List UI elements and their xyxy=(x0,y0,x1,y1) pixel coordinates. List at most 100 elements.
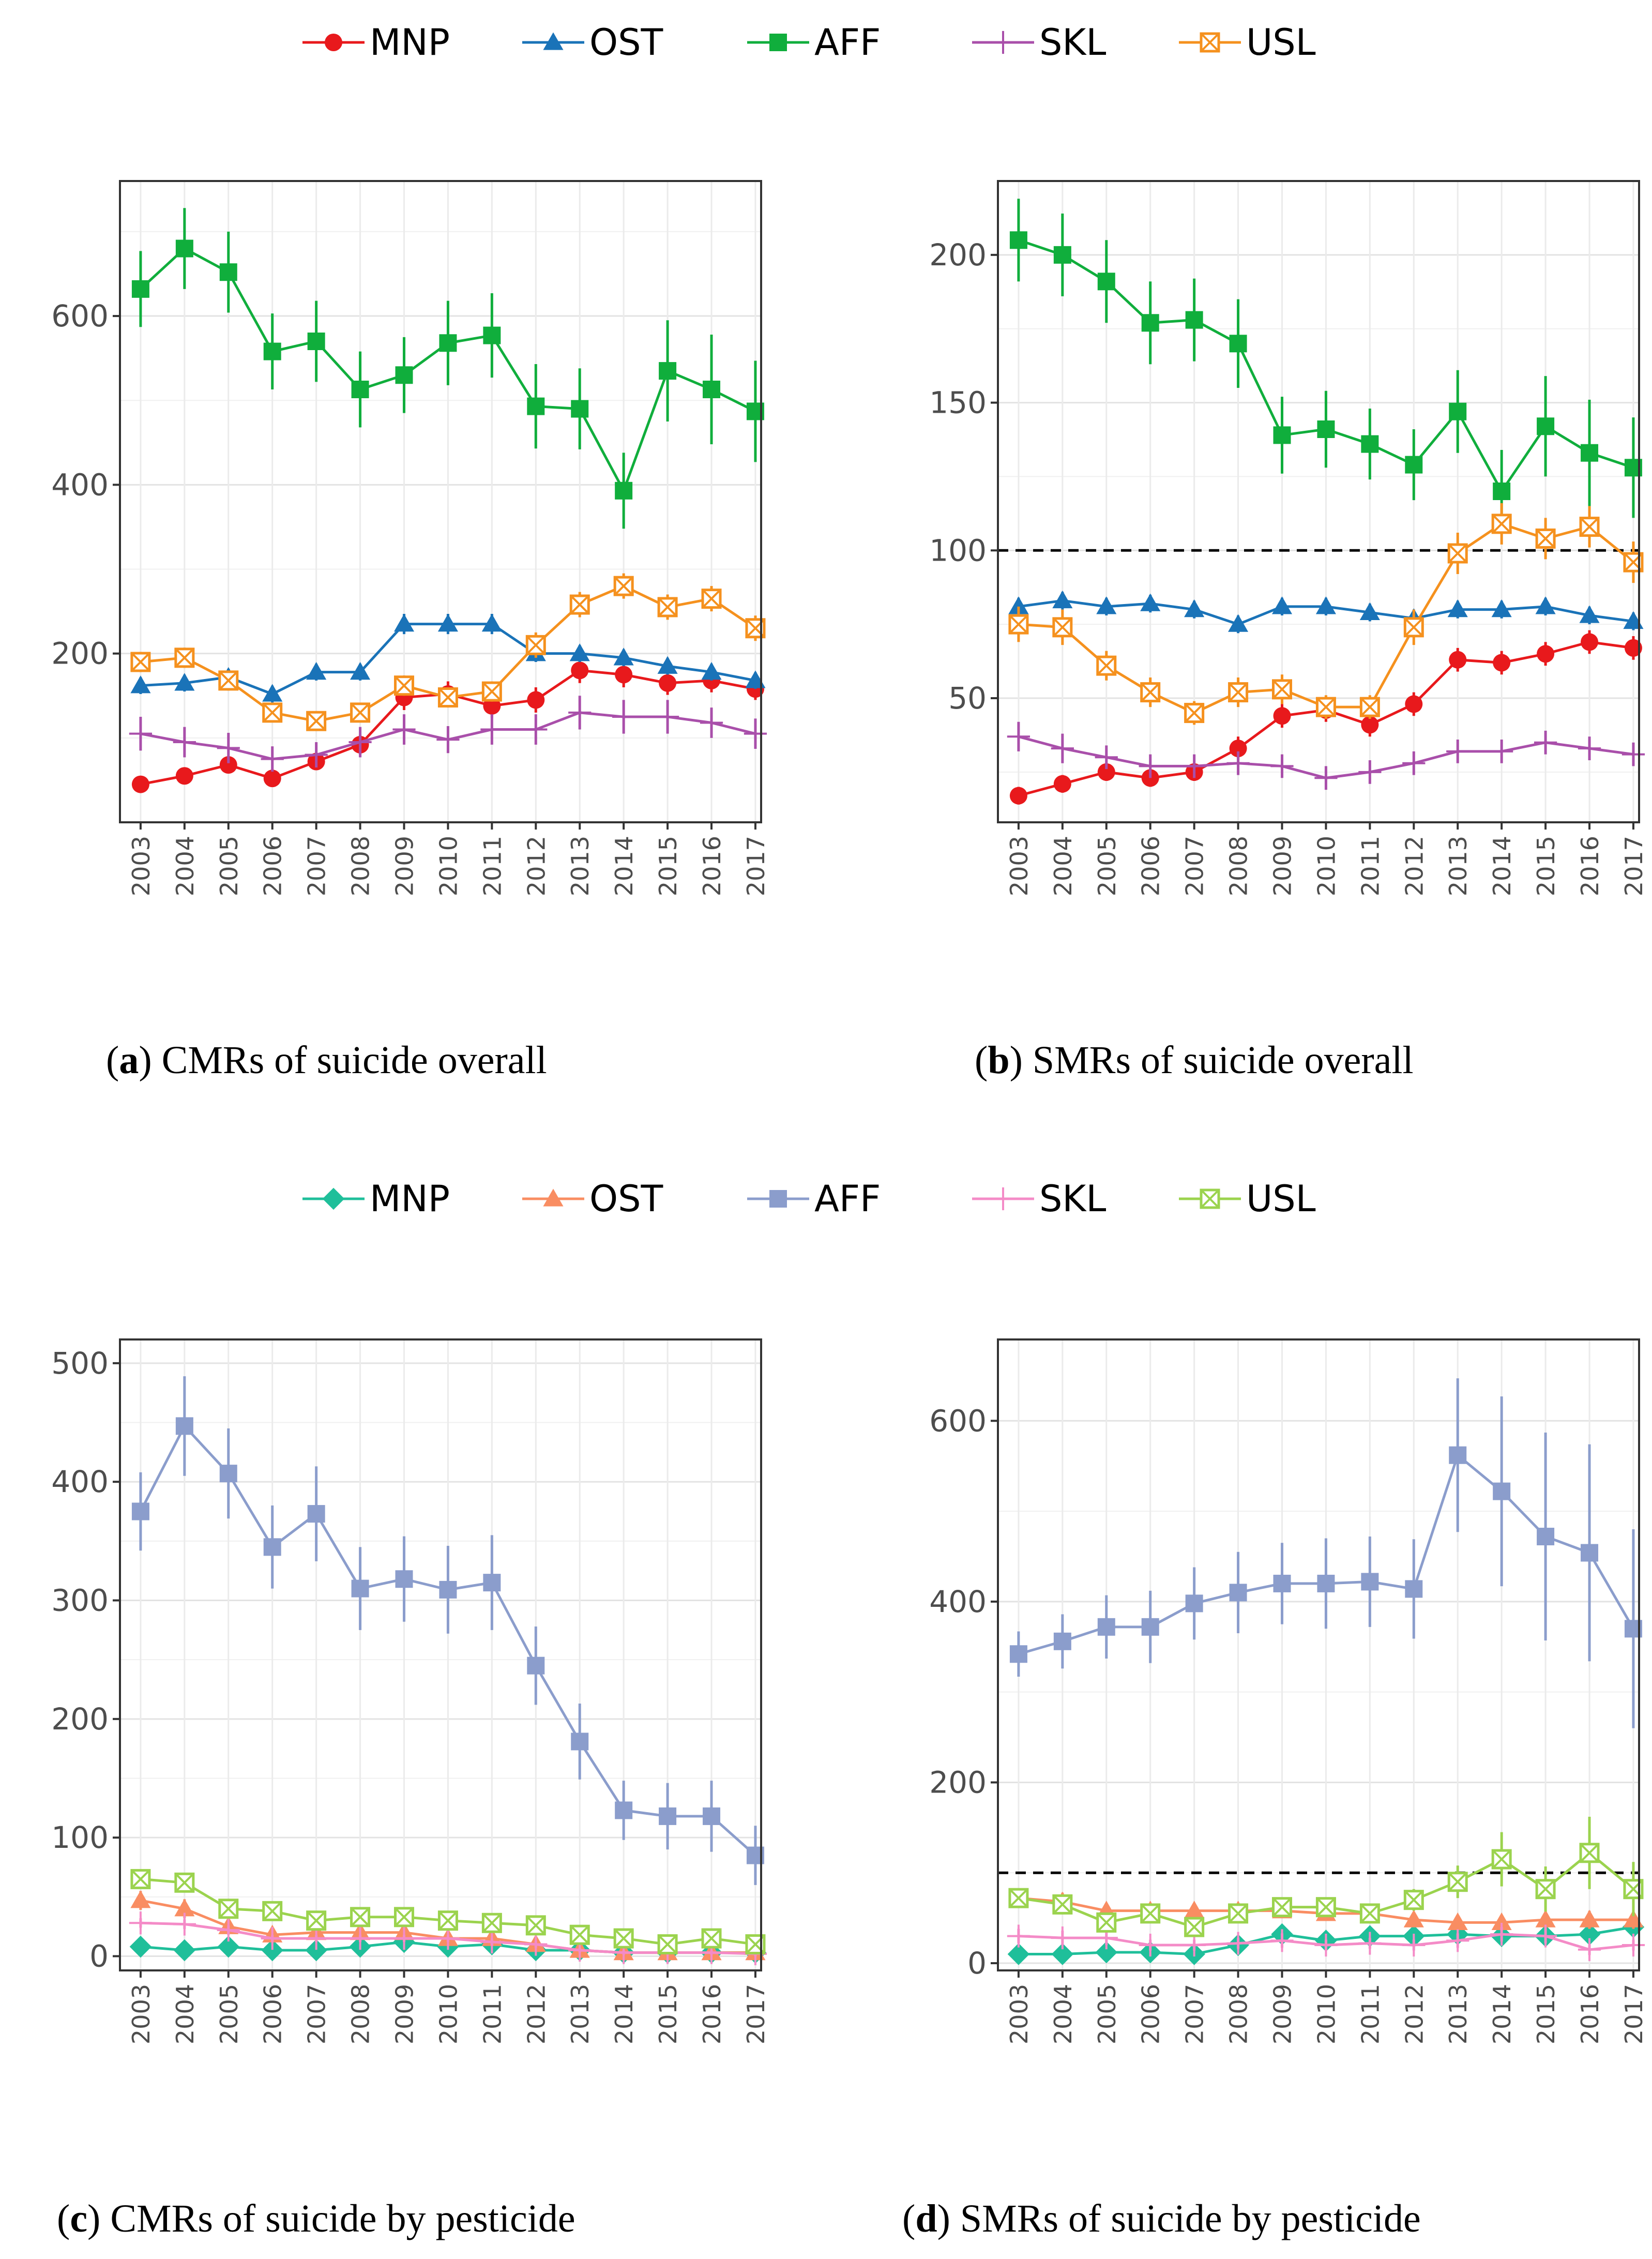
data-point-shape xyxy=(1317,1574,1335,1592)
data-point xyxy=(1228,682,1249,703)
data-point xyxy=(1095,746,1118,769)
data-point xyxy=(1449,402,1467,420)
x-tick-label: 2007 xyxy=(303,1984,331,2044)
x-tick-label: 2017 xyxy=(742,836,770,896)
data-point xyxy=(1095,1941,1118,1964)
data-point xyxy=(1446,1929,1469,1952)
data-point-shape xyxy=(129,1935,152,1958)
data-point-shape xyxy=(1051,1943,1074,1965)
data-point xyxy=(1139,755,1162,778)
data-point xyxy=(480,1930,504,1954)
x-tick-label: 2016 xyxy=(698,1984,726,2044)
data-point xyxy=(1579,1843,1600,1863)
data-point xyxy=(1228,614,1249,632)
series-usl xyxy=(130,573,766,731)
data-point xyxy=(1359,602,1380,620)
data-point xyxy=(129,1911,153,1935)
data-point xyxy=(392,718,416,741)
y-tick-label: 400 xyxy=(51,467,109,502)
data-point xyxy=(524,1933,548,1956)
data-point xyxy=(1581,1544,1599,1562)
data-point-d2 xyxy=(1492,1849,1511,1869)
data-point-shape xyxy=(350,662,371,680)
data-point xyxy=(1051,737,1074,760)
data-point xyxy=(481,681,502,702)
data-point xyxy=(305,1926,328,1950)
data-point-shape xyxy=(1447,1912,1468,1931)
data-point-shape xyxy=(130,1890,151,1908)
data-point-d2 xyxy=(1097,1912,1116,1932)
caption-paren: ( xyxy=(902,2197,915,2240)
data-point-shape xyxy=(1053,775,1071,793)
data-point xyxy=(1315,697,1336,717)
data-point xyxy=(703,381,721,398)
caption-paren: ( xyxy=(57,2197,70,2240)
data-point xyxy=(483,326,501,344)
data-point xyxy=(1579,517,1600,537)
data-point xyxy=(1534,1924,1557,1948)
data-point-d2 xyxy=(175,648,194,668)
data-point xyxy=(173,730,196,754)
data-point-shape xyxy=(1315,596,1336,614)
data-point-shape xyxy=(261,1939,283,1962)
data-point-shape xyxy=(1361,716,1379,734)
x-tick-label: 2017 xyxy=(1620,836,1648,896)
data-point xyxy=(1490,1922,1513,1946)
data-point-shape xyxy=(483,1574,501,1592)
data-point-d2 xyxy=(351,703,370,722)
data-point xyxy=(615,1801,633,1819)
legend-marker-shape xyxy=(543,32,564,50)
caption-text: CMRs of suicide overall xyxy=(152,1038,547,1082)
x-tick-label: 2004 xyxy=(1049,1984,1077,2044)
data-point xyxy=(613,647,634,666)
caption-letter: a xyxy=(119,1038,139,1082)
x-tick-label: 2009 xyxy=(391,1984,419,2044)
data-point xyxy=(219,1465,237,1483)
data-point-d2 xyxy=(1053,618,1072,637)
data-point xyxy=(657,597,678,618)
data-point xyxy=(1139,1933,1162,1957)
data-point-d2 xyxy=(395,1907,414,1927)
data-point-shape xyxy=(174,673,195,691)
y-tick-label: 0 xyxy=(967,1946,987,1981)
data-point xyxy=(1272,1897,1293,1918)
data-point xyxy=(129,1935,152,1958)
data-point xyxy=(1405,456,1423,474)
data-point xyxy=(1097,763,1115,781)
data-point xyxy=(1491,1912,1512,1931)
data-point xyxy=(659,362,677,380)
data-point xyxy=(1405,1580,1423,1598)
data-point xyxy=(1184,1901,1205,1919)
legend-item-ost: OST xyxy=(522,21,663,64)
x-tick-label: 2008 xyxy=(1225,836,1253,896)
x-tick-label: 2014 xyxy=(610,1984,638,2044)
data-point xyxy=(436,728,460,751)
data-point-d2 xyxy=(658,597,677,617)
legend-marker xyxy=(769,1190,787,1208)
data-point xyxy=(569,1924,590,1945)
data-point xyxy=(1273,1574,1291,1592)
x-tick-label: 2005 xyxy=(1093,836,1121,896)
data-point xyxy=(1402,751,1426,775)
x-tick-label: 2012 xyxy=(522,836,550,896)
data-point xyxy=(262,702,283,723)
data-point-d2 xyxy=(438,1911,458,1931)
data-point xyxy=(1053,246,1071,264)
data-point-shape xyxy=(703,1807,721,1825)
data-point-shape xyxy=(1537,417,1555,435)
series-usl xyxy=(1008,1816,1644,1937)
data-point-shape xyxy=(1097,763,1115,781)
caption-paren: ( xyxy=(106,1038,119,1082)
legend-marker xyxy=(991,1187,1015,1211)
data-point-shape xyxy=(1359,602,1380,620)
x-tick-label: 2007 xyxy=(303,836,331,896)
data-point-shape xyxy=(439,334,457,352)
data-point-shape xyxy=(1009,1645,1027,1663)
data-point xyxy=(262,684,283,702)
data-point-shape xyxy=(659,1807,677,1825)
data-point-shape xyxy=(1493,654,1511,672)
data-point xyxy=(1358,1932,1382,1955)
data-point xyxy=(744,722,767,745)
x-tick-label: 2013 xyxy=(1444,836,1472,896)
